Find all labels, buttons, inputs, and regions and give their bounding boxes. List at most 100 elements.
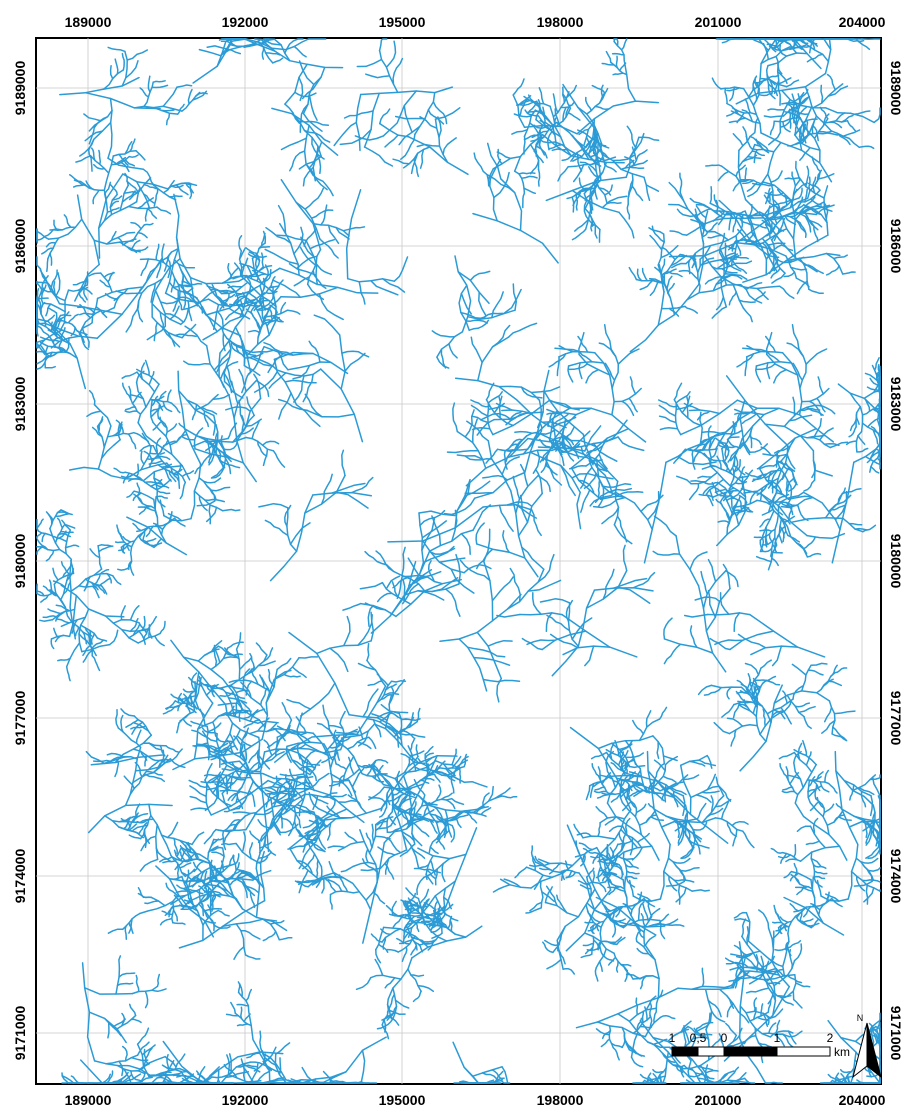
stream-line <box>299 103 309 133</box>
stream-line <box>629 376 637 395</box>
stream-line <box>112 618 140 624</box>
stream-line <box>402 834 420 870</box>
stream-line <box>854 527 868 531</box>
stream-line <box>421 898 430 915</box>
stream-line <box>848 426 857 438</box>
stream-line <box>90 754 164 766</box>
stream-line <box>65 337 70 353</box>
stream-line <box>275 775 283 786</box>
stream-line <box>736 964 749 975</box>
stream-line <box>165 882 179 898</box>
stream-line <box>574 218 590 232</box>
stream-line <box>399 829 415 842</box>
stream-line <box>261 46 265 60</box>
stream-line <box>140 450 145 466</box>
stream-line <box>210 467 225 479</box>
stream-line <box>677 827 684 844</box>
stream-line <box>722 490 734 502</box>
stream-line <box>597 940 602 951</box>
stream-line <box>257 819 272 830</box>
stream-line <box>283 779 296 806</box>
stream-line <box>787 774 802 780</box>
stream-line <box>257 851 273 860</box>
stream-line <box>411 818 430 822</box>
stream-line <box>296 860 313 874</box>
stream-line <box>236 303 245 317</box>
stream-line <box>671 924 685 927</box>
stream-line <box>690 785 720 799</box>
stream-line <box>591 762 600 777</box>
stream-line <box>187 300 193 322</box>
stream-line <box>45 511 54 521</box>
stream-line <box>659 1014 676 1020</box>
stream-line <box>658 404 677 417</box>
stream-line <box>522 192 526 209</box>
stream-line <box>668 181 685 202</box>
stream-line <box>743 1077 756 1084</box>
stream-line <box>787 906 807 935</box>
stream-line <box>416 901 419 913</box>
stream-line <box>636 947 650 955</box>
stream-line <box>512 78 525 96</box>
stream-line <box>339 710 346 725</box>
stream-line <box>181 323 197 339</box>
stream-line <box>616 515 628 543</box>
stream-line <box>312 141 323 182</box>
stream-line <box>63 523 76 529</box>
stream-line <box>450 797 465 806</box>
stream-line <box>312 794 319 811</box>
stream-line <box>811 118 816 135</box>
stream-line <box>403 104 413 133</box>
stream-line <box>864 399 871 412</box>
stream-line <box>36 518 40 532</box>
x-tick-top: 201000 <box>695 14 742 30</box>
stream-line <box>39 619 54 622</box>
stream-line <box>464 480 491 497</box>
stream-line <box>374 816 394 826</box>
stream-line <box>726 110 739 117</box>
stream-line <box>175 296 193 302</box>
stream-line <box>762 708 766 727</box>
stream-line <box>372 891 386 905</box>
stream-line <box>309 238 336 250</box>
stream-line <box>148 742 162 751</box>
stream-line <box>665 880 686 887</box>
stream-line <box>41 247 54 255</box>
stream-line <box>764 190 774 205</box>
stream-line <box>139 814 152 840</box>
stream-line <box>824 769 830 783</box>
stream-line <box>578 128 590 136</box>
stream-line <box>703 686 722 696</box>
stream-line <box>647 1072 652 1084</box>
stream-line <box>612 845 653 862</box>
stream-line <box>157 404 161 420</box>
stream-line <box>227 790 242 801</box>
stream-line <box>501 1066 509 1084</box>
stream-line <box>181 298 210 311</box>
stream-line <box>779 517 791 525</box>
stream-line <box>286 741 323 748</box>
stream-line <box>773 38 783 50</box>
stream-line <box>512 283 518 311</box>
stream-line <box>744 505 752 513</box>
stream-line <box>505 412 528 426</box>
x-tick-top: 198000 <box>537 14 584 30</box>
stream-line <box>742 347 762 353</box>
stream-line <box>770 238 776 251</box>
stream-line <box>498 504 514 532</box>
stream-line <box>428 920 439 928</box>
stream-line <box>264 845 277 856</box>
stream-line <box>804 86 832 132</box>
stream-line <box>677 826 685 846</box>
stream-line <box>357 730 369 747</box>
stream-line <box>755 555 773 563</box>
stream-line <box>234 326 252 374</box>
stream-line <box>378 806 388 818</box>
stream-line <box>154 496 159 519</box>
stream-line <box>618 62 627 72</box>
stream-line <box>571 196 575 213</box>
stream-line <box>711 481 719 496</box>
stream-line <box>173 517 186 527</box>
stream-line <box>212 837 225 841</box>
stream-line <box>138 504 148 515</box>
